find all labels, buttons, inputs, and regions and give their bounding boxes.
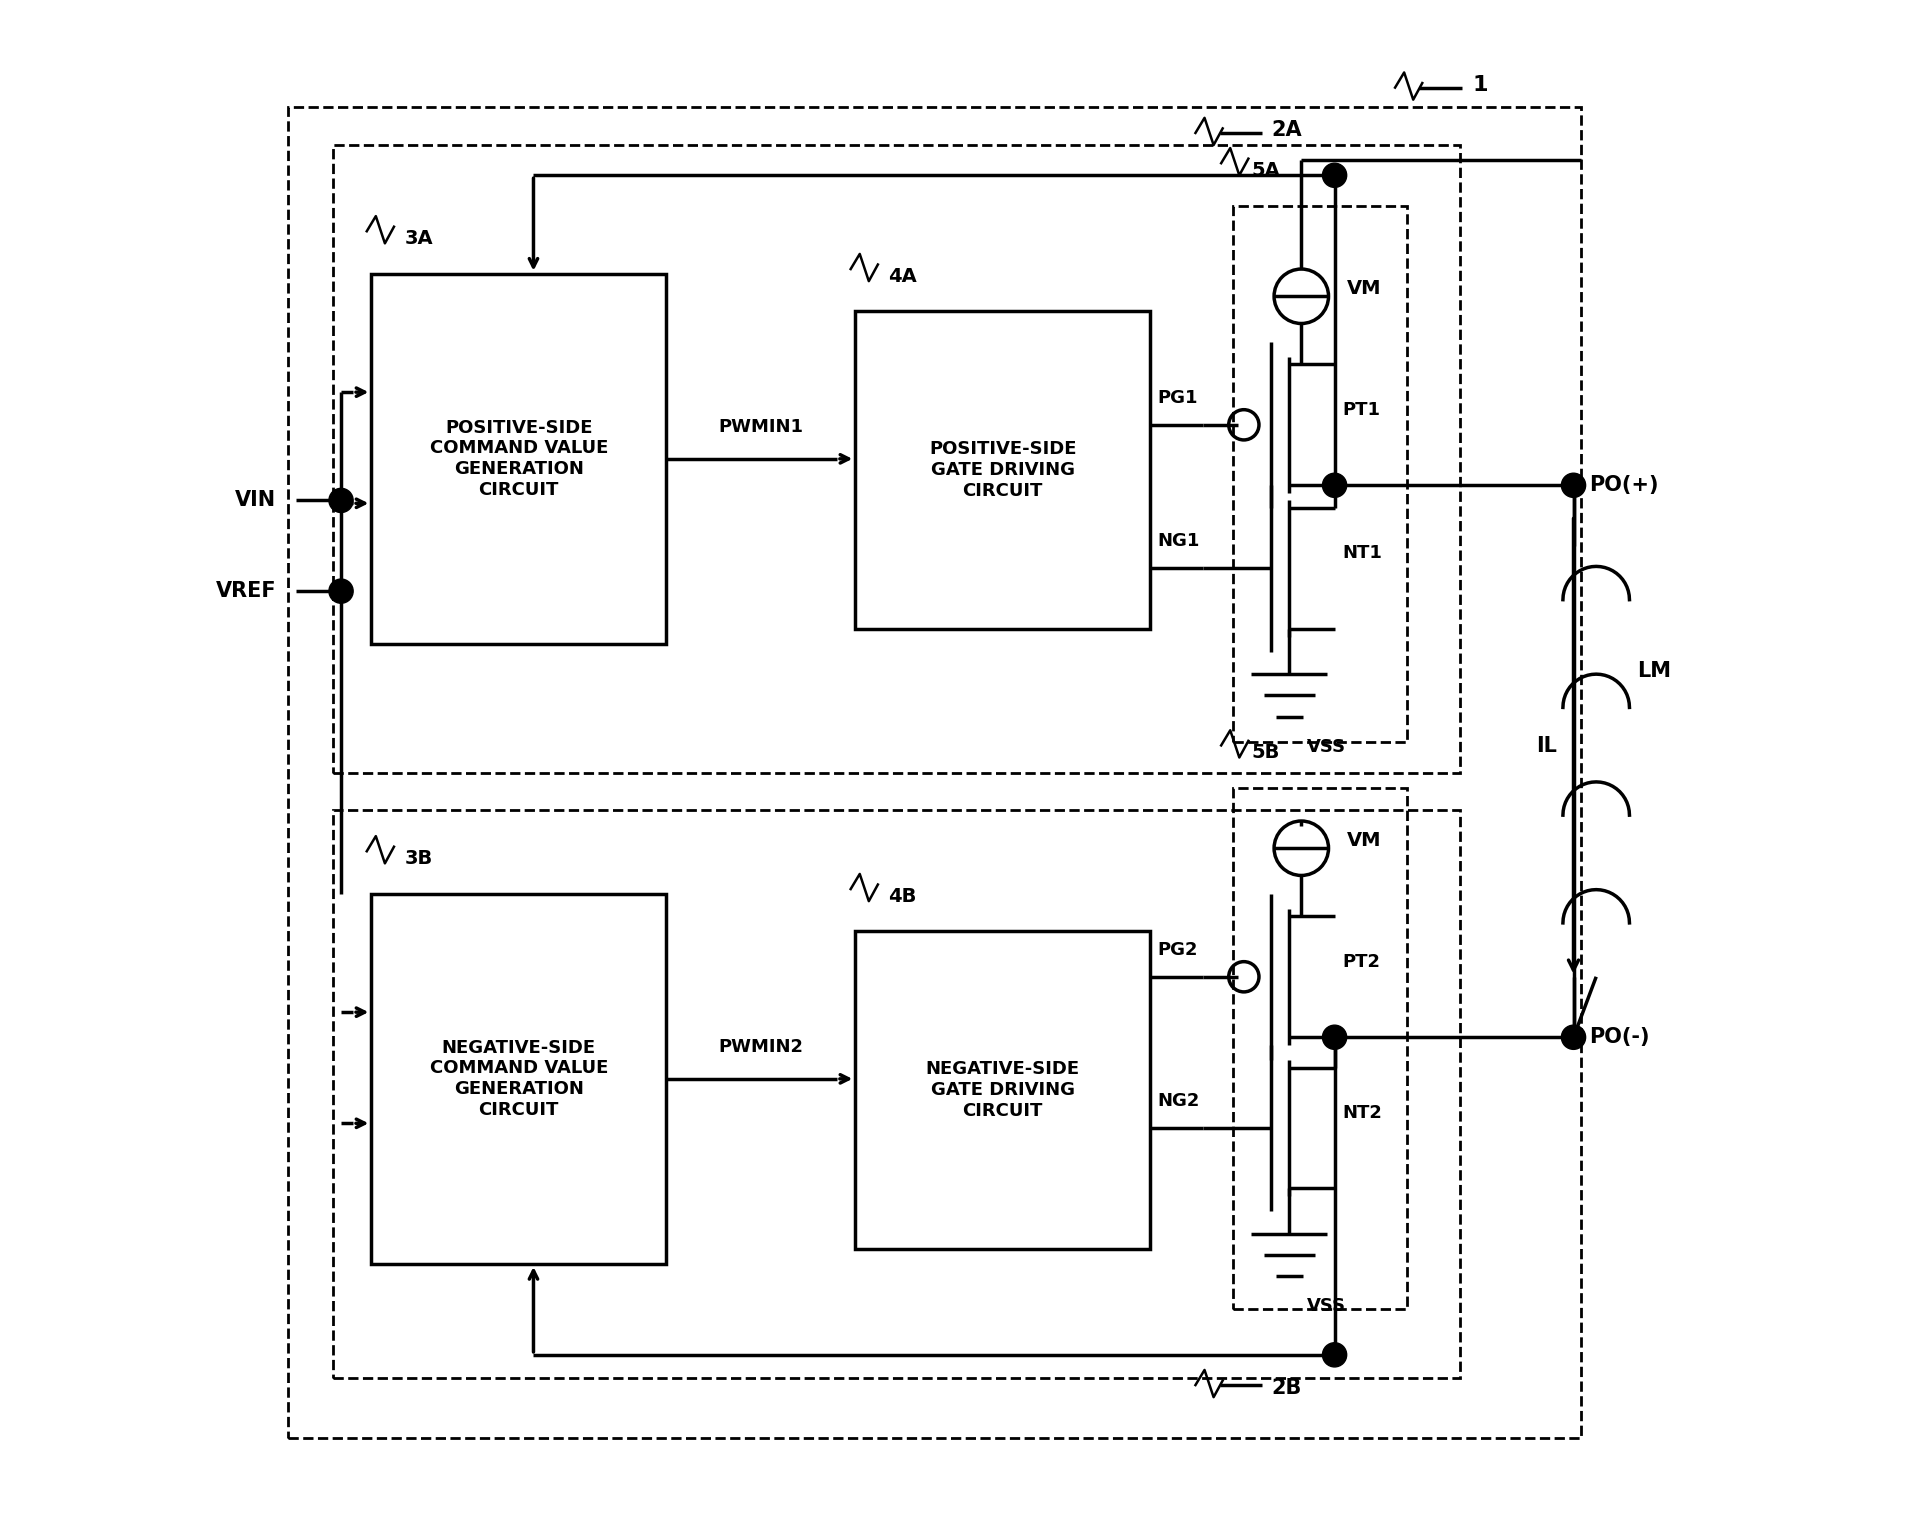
Text: 4A: 4A: [889, 267, 917, 286]
Text: VM: VM: [1346, 832, 1381, 850]
Circle shape: [1562, 473, 1585, 497]
Circle shape: [1322, 1342, 1346, 1367]
Text: NEGATIVE-SIDE
GATE DRIVING
CIRCUIT: NEGATIVE-SIDE GATE DRIVING CIRCUIT: [925, 1060, 1079, 1120]
Circle shape: [1322, 473, 1346, 497]
Text: VSS: VSS: [1308, 1297, 1346, 1315]
Text: VIN: VIN: [235, 491, 277, 511]
Text: NT1: NT1: [1343, 544, 1383, 562]
Text: IL: IL: [1535, 736, 1556, 756]
Text: 1: 1: [1472, 74, 1487, 94]
Text: VM: VM: [1346, 279, 1381, 298]
Text: NT2: NT2: [1343, 1104, 1383, 1123]
Text: VSS: VSS: [1308, 738, 1346, 756]
Bar: [1234, 788, 1407, 1309]
Bar: [372, 274, 666, 644]
Text: PO(+): PO(+): [1589, 476, 1657, 495]
Text: LM: LM: [1636, 661, 1671, 680]
Text: VREF: VREF: [215, 582, 277, 601]
Text: POSITIVE-SIDE
GATE DRIVING
CIRCUIT: POSITIVE-SIDE GATE DRIVING CIRCUIT: [929, 441, 1076, 500]
Bar: [334, 811, 1461, 1377]
Circle shape: [328, 488, 353, 512]
Text: PWMIN2: PWMIN2: [719, 1038, 803, 1056]
Text: PT2: PT2: [1343, 953, 1381, 971]
Text: 4B: 4B: [889, 888, 917, 906]
Bar: [1234, 206, 1407, 742]
Bar: [372, 894, 666, 1264]
Text: POSITIVE-SIDE
COMMAND VALUE
GENERATION
CIRCUIT: POSITIVE-SIDE COMMAND VALUE GENERATION C…: [429, 418, 608, 498]
Text: 2B: 2B: [1272, 1379, 1301, 1398]
Circle shape: [1322, 164, 1346, 188]
Text: 3A: 3A: [404, 229, 433, 248]
Bar: [854, 312, 1150, 629]
Text: 2A: 2A: [1272, 120, 1302, 139]
Text: PT1: PT1: [1343, 400, 1381, 418]
Text: PG1: PG1: [1158, 389, 1198, 406]
Text: 5B: 5B: [1251, 744, 1280, 762]
Circle shape: [1562, 1026, 1585, 1050]
Circle shape: [328, 579, 353, 603]
Text: NG2: NG2: [1158, 1092, 1200, 1110]
Bar: [334, 145, 1461, 773]
Text: PWMIN1: PWMIN1: [719, 418, 803, 436]
Text: NEGATIVE-SIDE
COMMAND VALUE
GENERATION
CIRCUIT: NEGATIVE-SIDE COMMAND VALUE GENERATION C…: [429, 1039, 608, 1120]
Bar: [288, 108, 1581, 1438]
Text: NG1: NG1: [1158, 532, 1200, 550]
Text: 3B: 3B: [404, 850, 433, 868]
Text: 5A: 5A: [1251, 161, 1280, 180]
Text: PO(-): PO(-): [1589, 1027, 1650, 1047]
Bar: [854, 932, 1150, 1248]
Text: PG2: PG2: [1158, 941, 1198, 959]
Circle shape: [1322, 1026, 1346, 1050]
